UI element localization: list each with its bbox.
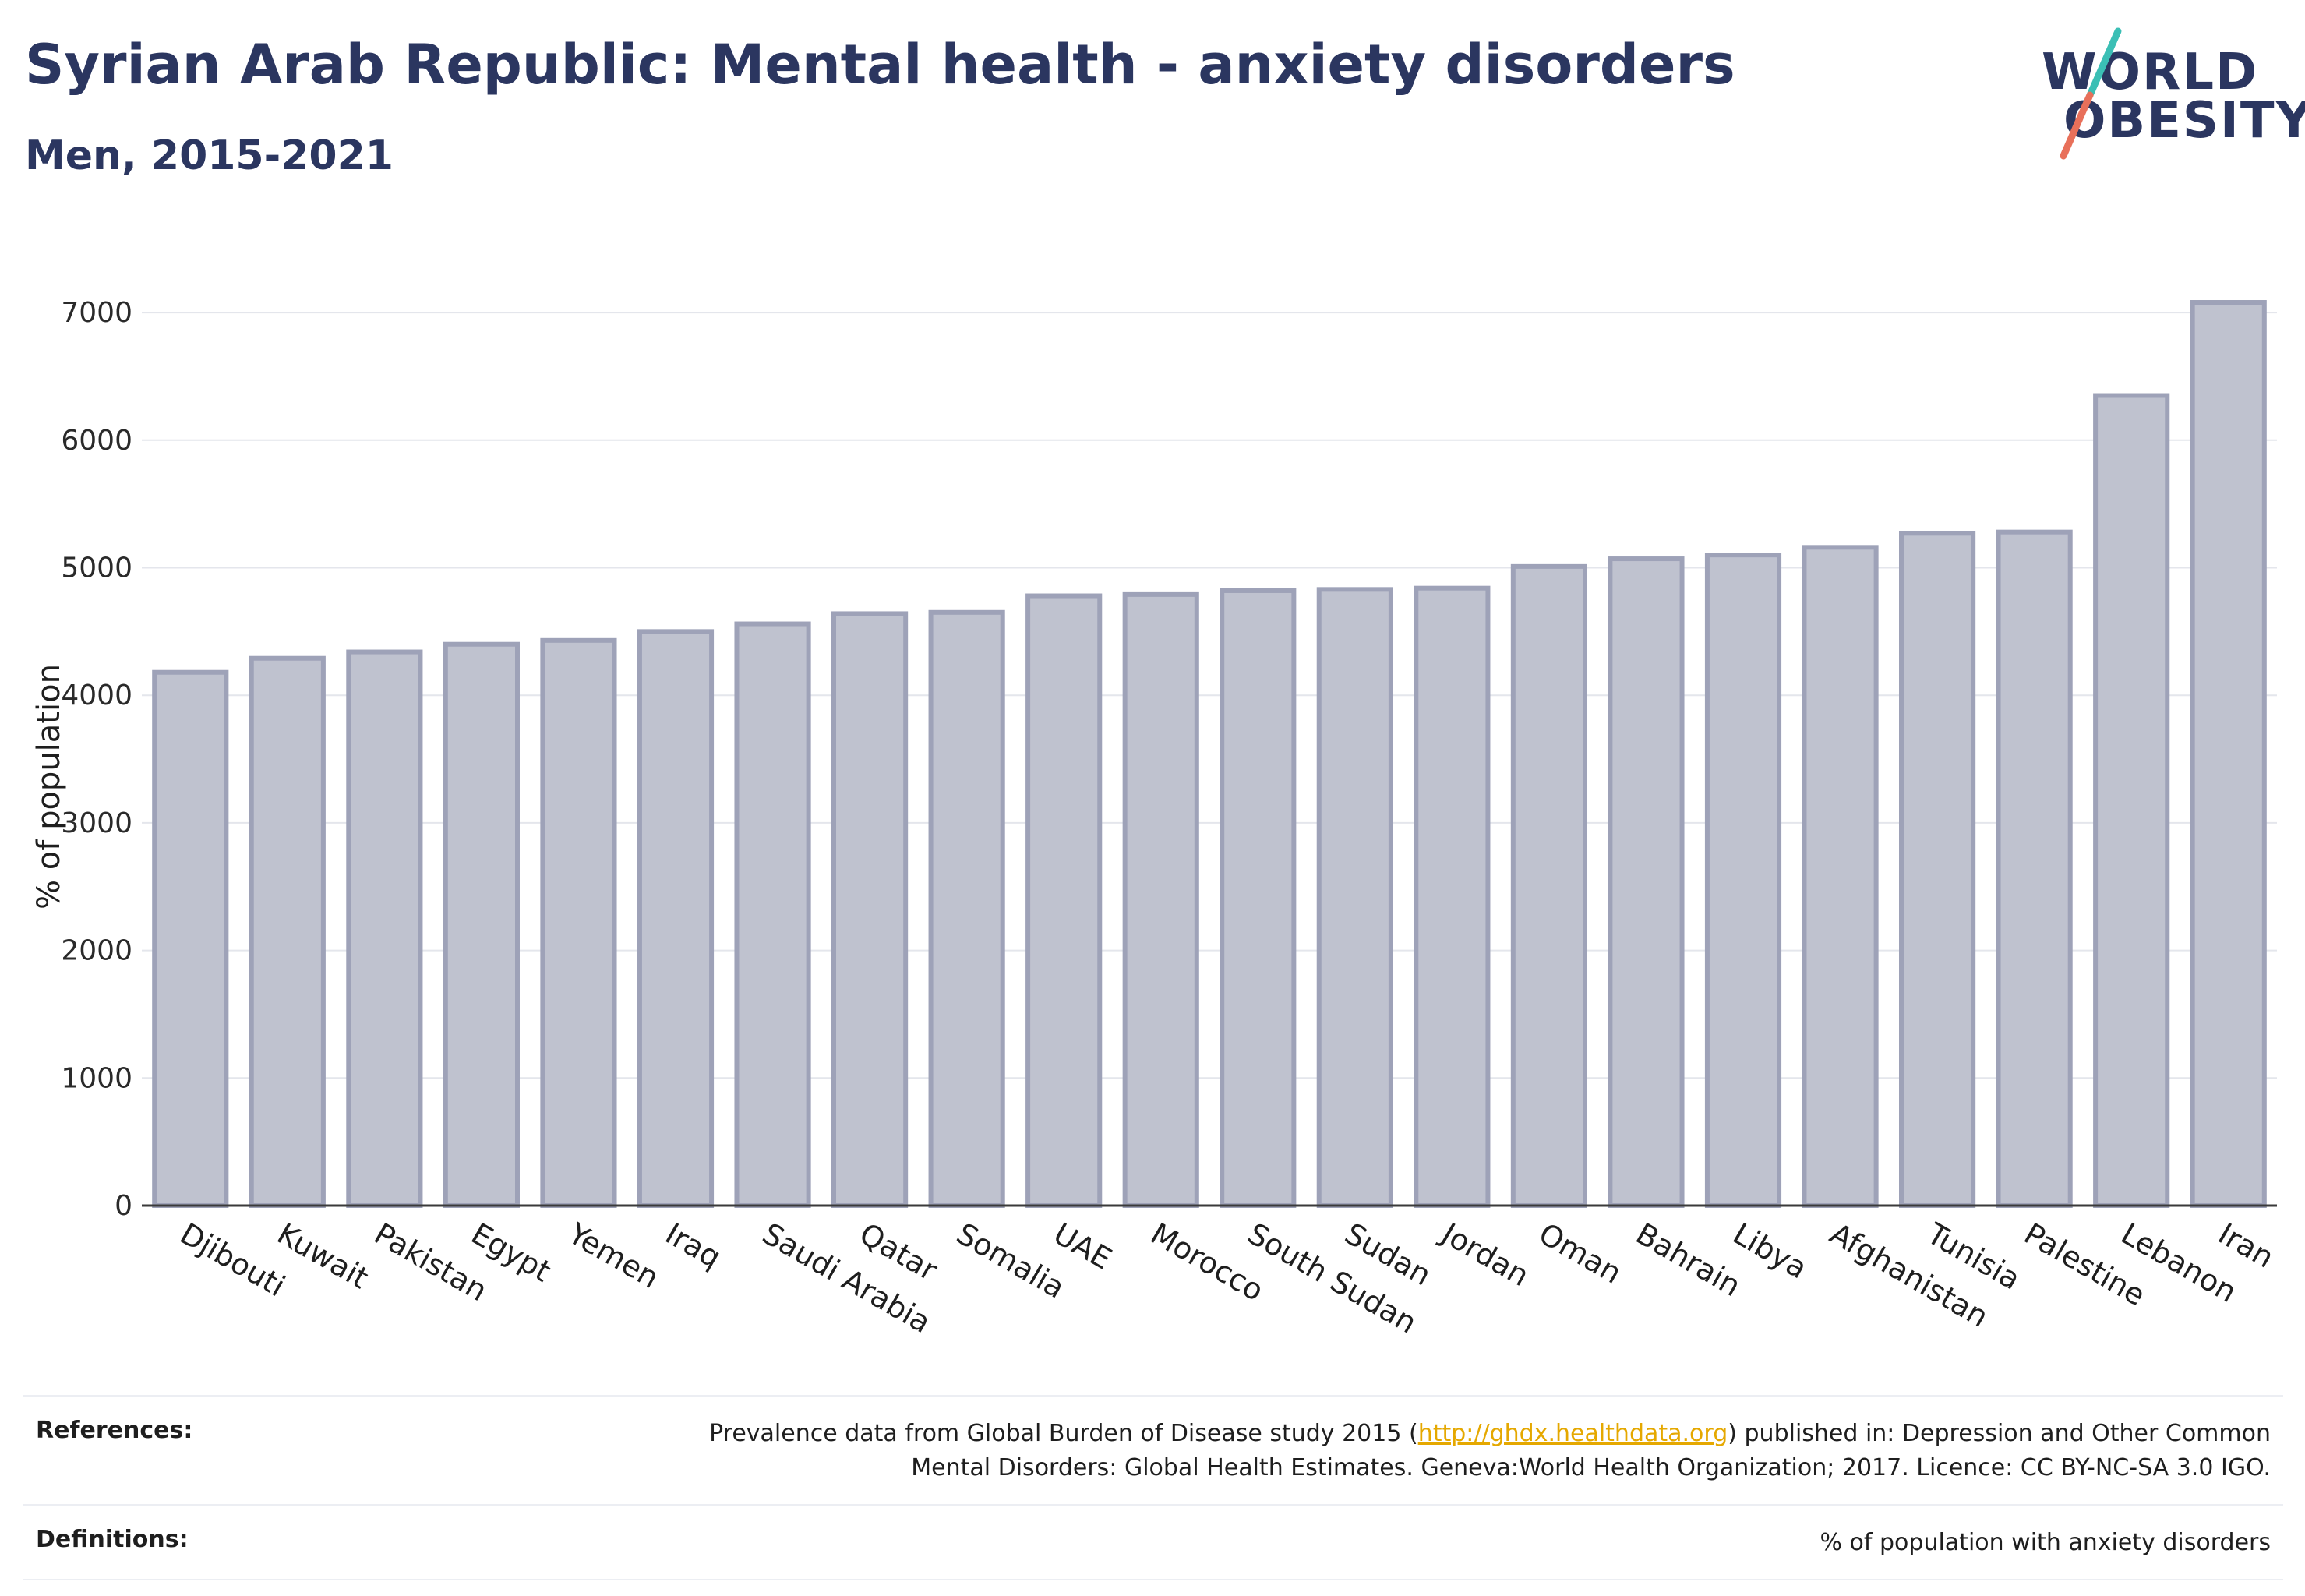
bar [1220, 588, 1297, 1208]
bar [1608, 556, 1685, 1208]
x-tick-label: Somalia [951, 1216, 1071, 1305]
x-tick-label: Iran [2212, 1216, 2279, 1275]
definitions-label: Definitions: [36, 1526, 189, 1553]
definitions-row: Definitions: % of population with anxiet… [23, 1504, 2283, 1580]
x-tick-label: Iraq [660, 1216, 727, 1275]
bar [2190, 300, 2267, 1209]
bar [249, 655, 326, 1208]
bar [734, 621, 811, 1208]
references-text-line2: Mental Disorders: Global Health Estimate… [911, 1454, 2271, 1481]
world-obesity-logo: WORLD OBESITY [2026, 23, 2305, 164]
x-tick-label: Yemen [562, 1216, 665, 1295]
bar [1899, 531, 1976, 1208]
y-tick-label: 3000 [61, 807, 132, 839]
bar [1025, 593, 1103, 1208]
y-tick-label: 0 [115, 1190, 132, 1222]
chart-subtitle: Men, 2015-2021 [25, 132, 394, 179]
logo-slash-icon [2060, 27, 2122, 160]
bar [443, 641, 520, 1208]
references-label: References: [36, 1417, 193, 1444]
bar [928, 609, 1005, 1208]
references-table: References: Prevalence data from Global … [23, 1395, 2283, 1580]
y-axis-title: % of population [31, 664, 67, 909]
y-tick-label: 2000 [61, 935, 132, 967]
references-text: Prevalence data from Global Burden of Di… [709, 1417, 2271, 1485]
bar [2093, 393, 2170, 1209]
bar [152, 669, 229, 1208]
x-tick-label: UAE [1048, 1216, 1117, 1276]
x-tick-label: Djibouti [175, 1216, 291, 1304]
references-row: References: Prevalence data from Global … [23, 1395, 2283, 1504]
bar-chart: 0 1000 2000 3000 4000 5000 6000 7000 DjiboutiKu… [31, 297, 2280, 1340]
y-tick-label: 5000 [61, 553, 132, 584]
x-tick-label: Jordan [1435, 1216, 1534, 1294]
definitions-text: % of population with anxiety disorders [1820, 1529, 2271, 1556]
bar [831, 611, 909, 1208]
bar [346, 649, 423, 1208]
bar [540, 637, 617, 1208]
references-text-before: Prevalence data from Global Burden of Di… [709, 1420, 1418, 1447]
y-tick-label: 6000 [61, 425, 132, 457]
y-tick-label: 7000 [61, 297, 132, 329]
bar [1996, 529, 2073, 1209]
bar [1122, 591, 1199, 1209]
bars [152, 300, 2267, 1209]
bar [637, 629, 715, 1208]
chart-title: Syrian Arab Republic: Mental health - an… [25, 33, 1735, 97]
x-tick-label: Kuwait [271, 1216, 374, 1296]
logo-line-1: WORLD [2042, 44, 2259, 101]
bar [1414, 585, 1491, 1209]
bar [1704, 553, 1782, 1209]
x-tick-label: Bahrain [1630, 1216, 1746, 1304]
y-tick-label: 4000 [61, 680, 132, 711]
bar [1802, 545, 1879, 1208]
references-text-after: ) published in: Depression and Other Com… [1728, 1420, 2271, 1447]
y-axis-ticks: 0 1000 2000 3000 4000 5000 6000 7000 [61, 297, 132, 1222]
logo-line-2: OBESITY [2063, 92, 2305, 150]
references-link[interactable]: http://ghdx.healthdata.org [1417, 1420, 1728, 1447]
bar [1316, 587, 1393, 1208]
bar [1510, 563, 1587, 1208]
y-tick-label: 1000 [61, 1062, 132, 1094]
x-tick-label: Oman [1533, 1216, 1627, 1291]
